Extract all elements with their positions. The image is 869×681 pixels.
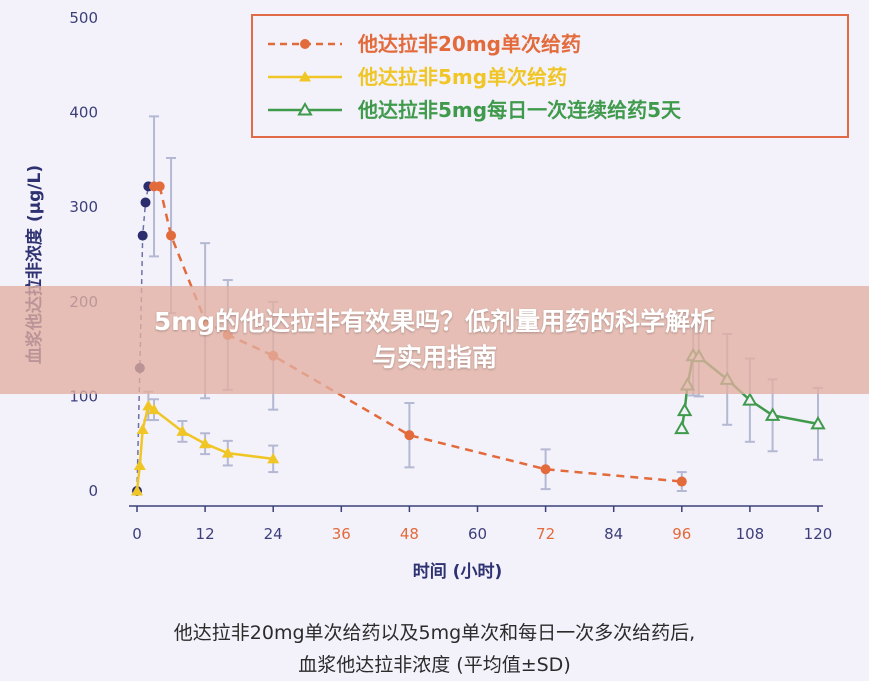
data-point bbox=[267, 452, 280, 464]
x-tick-label: 108 bbox=[736, 525, 765, 543]
title-banner: 5mg的他达拉非有效果吗？低剂量用药的科学解析 与实用指南 bbox=[0, 286, 869, 394]
data-point bbox=[137, 230, 148, 241]
legend-swatch-marker bbox=[297, 101, 313, 116]
data-point bbox=[764, 407, 781, 421]
y-tick-label: 400 bbox=[69, 104, 98, 122]
data-point bbox=[676, 476, 687, 487]
data-point bbox=[148, 403, 161, 415]
legend-label: 他达拉非20mg单次给药 bbox=[357, 32, 581, 56]
data-point bbox=[404, 430, 415, 441]
caption-line-2: 血浆他达拉非浓度 (平均值±SD) bbox=[298, 654, 571, 676]
x-tick-label: 84 bbox=[604, 525, 623, 543]
legend-swatch-marker bbox=[299, 71, 311, 82]
data-point bbox=[142, 399, 155, 411]
y-tick-label: 300 bbox=[69, 198, 98, 216]
legend-label: 他达拉非5mg每日一次连续给药5天 bbox=[357, 98, 682, 122]
data-point bbox=[221, 447, 234, 458]
x-tick-label: 12 bbox=[196, 525, 215, 543]
x-tick-label: 24 bbox=[264, 525, 283, 543]
data-point bbox=[131, 485, 143, 496]
x-tick-label: 60 bbox=[468, 525, 487, 543]
x-tick-label: 72 bbox=[536, 525, 555, 543]
y-tick-label: 0 bbox=[88, 482, 98, 500]
banner-title-line-2: 与实用指南 bbox=[371, 343, 497, 372]
x-tick-label: 120 bbox=[804, 525, 833, 543]
data-point bbox=[154, 181, 165, 192]
data-point bbox=[199, 437, 212, 449]
x-tick-label: 0 bbox=[132, 525, 142, 543]
data-point bbox=[133, 459, 146, 470]
legend-label: 他达拉非5mg单次给药 bbox=[357, 65, 567, 89]
data-point bbox=[176, 425, 189, 436]
x-axis-title: 时间 (小时) bbox=[413, 561, 502, 582]
data-point bbox=[674, 420, 690, 435]
series-line bbox=[158, 186, 682, 483]
y-tick-label: 500 bbox=[69, 9, 98, 27]
data-point bbox=[676, 402, 693, 417]
banner-title-line-1: 5mg的他达拉非有效果吗？低剂量用药的科学解析 bbox=[153, 307, 716, 336]
data-point bbox=[166, 230, 177, 241]
x-tick-label: 96 bbox=[672, 525, 691, 543]
x-tick-label: 48 bbox=[400, 525, 419, 543]
series-1 bbox=[131, 399, 280, 496]
data-point bbox=[140, 197, 151, 208]
data-point bbox=[810, 415, 826, 430]
data-point bbox=[540, 464, 551, 475]
x-tick-label: 36 bbox=[332, 525, 351, 543]
legend-box bbox=[251, 14, 849, 138]
caption-line-1: 他达拉非20mg单次给药以及5mg单次和每日一次多次给药后, bbox=[173, 622, 696, 644]
data-point bbox=[136, 423, 149, 435]
legend-swatch-marker bbox=[300, 39, 310, 49]
data-point bbox=[742, 392, 758, 406]
